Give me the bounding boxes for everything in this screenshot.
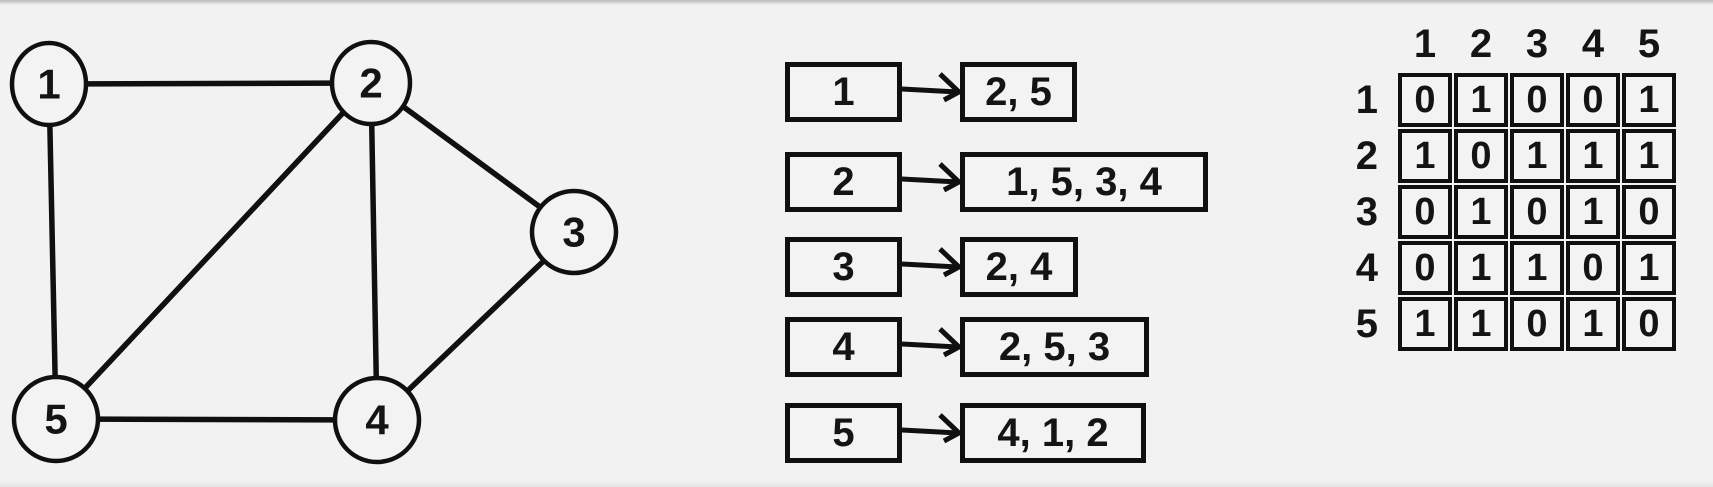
matrix-cell-3-3: 0 [1510, 185, 1564, 239]
matrix-cell-5-1: 1 [1398, 297, 1452, 351]
neighbors-box-2: 1, 5, 3, 4 [960, 152, 1208, 212]
matrix-col-header-3: 3 [1525, 21, 1549, 66]
node-box-4-text: 4 [832, 324, 855, 369]
node-1-label: 1 [37, 61, 60, 108]
matrix-col-header-4: 4 [1581, 21, 1605, 66]
matrix-cell-1-1: 0 [1398, 73, 1452, 127]
matrix-cell-5-2: 1 [1454, 297, 1508, 351]
neighbors-box-2-text: 1, 5, 3, 4 [1006, 159, 1162, 204]
edge-2-4 [368, 80, 380, 423]
arrow-icon [902, 162, 960, 193]
matrix-cell-2-5: 1 [1622, 129, 1676, 183]
matrix-grid: 0 1 0 0 1 1 0 1 1 1 0 1 0 1 0 0 1 1 0 1 … [1398, 73, 1676, 351]
node-box-5-text: 5 [832, 410, 855, 455]
arrow-icon [902, 72, 960, 103]
matrix-row-header-4: 4 [1355, 245, 1378, 290]
graph-node-1: 1 [9, 40, 89, 128]
node-4-label: 4 [365, 397, 389, 444]
adjacency-row-2: 2 1, 5, 3, 4 [785, 152, 1208, 212]
neighbors-box-1-text: 2, 5 [985, 69, 1052, 114]
matrix-cell-1-3: 0 [1510, 73, 1564, 127]
matrix-cell-2-4: 1 [1566, 129, 1620, 183]
matrix-row-header-2: 2 [1355, 133, 1378, 178]
neighbors-box-5: 4, 1, 2 [960, 403, 1146, 463]
node-box-3-text: 3 [832, 244, 855, 289]
matrix-cell-1-2: 1 [1454, 73, 1508, 127]
matrix-cell-2-1: 1 [1398, 129, 1452, 183]
matrix-cell-5-5: 0 [1622, 297, 1676, 351]
edge-3-4 [374, 229, 577, 423]
node-2-label: 2 [359, 60, 382, 107]
matrix-cell-1-4: 0 [1566, 73, 1620, 127]
edge-2-5 [53, 80, 374, 422]
matrix-cell-4-4: 0 [1566, 241, 1620, 295]
node-box-2-text: 2 [832, 159, 855, 204]
matrix-cell-5-4: 1 [1566, 297, 1620, 351]
matrix-row-header-5: 5 [1355, 301, 1378, 346]
node-box-3: 3 [785, 237, 902, 297]
matrix-cell-3-2: 1 [1454, 185, 1508, 239]
adjacency-row-4: 4 2, 5, 3 [785, 317, 1149, 377]
matrix-cell-4-5: 1 [1622, 241, 1676, 295]
neighbors-box-1: 2, 5 [960, 62, 1077, 122]
matrix-col-header-5: 5 [1637, 21, 1661, 66]
node-box-2: 2 [785, 152, 902, 212]
matrix-row-header-3: 3 [1355, 189, 1378, 234]
matrix-row-header-1: 1 [1355, 77, 1378, 122]
node-box-4: 4 [785, 317, 902, 377]
matrix-cell-1-5: 1 [1622, 73, 1676, 127]
arrow-icon [902, 327, 960, 358]
edge-1-2 [46, 80, 374, 87]
node-box-1-text: 1 [832, 69, 855, 114]
matrix-cell-4-1: 0 [1398, 241, 1452, 295]
node-3-label: 3 [562, 209, 585, 256]
graph-node-3: 3 [529, 188, 619, 276]
adjacency-row-3: 3 2, 4 [785, 237, 1078, 297]
neighbors-box-4: 2, 5, 3 [960, 317, 1149, 377]
matrix-cell-2-3: 1 [1510, 129, 1564, 183]
arrow-icon [902, 413, 960, 444]
matrix-cell-3-1: 0 [1398, 185, 1452, 239]
adjacency-row-1: 1 2, 5 [785, 62, 1077, 122]
node-box-5: 5 [785, 403, 902, 463]
matrix-cell-3-4: 1 [1566, 185, 1620, 239]
neighbors-box-3-text: 2, 4 [985, 244, 1053, 289]
graph-diagram: 1 2 3 4 5 [9, 39, 619, 465]
matrix-col-header-1: 1 [1413, 21, 1437, 66]
node-box-1: 1 [785, 62, 902, 122]
arrow-icon [902, 247, 960, 278]
edge-1-5 [46, 81, 59, 422]
edge-4-5 [53, 416, 380, 423]
adjacency-row-5: 5 4, 1, 2 [785, 403, 1146, 463]
graph-node-4: 4 [332, 375, 422, 465]
matrix-cell-4-3: 1 [1510, 241, 1564, 295]
matrix-cell-4-2: 1 [1454, 241, 1508, 295]
matrix-cell-3-5: 0 [1622, 185, 1676, 239]
scan-edge-bottom [0, 481, 1713, 487]
node-5-label: 5 [44, 396, 67, 443]
graph-node-5: 5 [11, 374, 101, 464]
matrix-cell-5-3: 0 [1510, 297, 1564, 351]
neighbors-box-5-text: 4, 1, 2 [997, 410, 1109, 455]
neighbors-box-3: 2, 4 [960, 237, 1078, 297]
scan-edge-top [0, 0, 1713, 5]
graph-node-2: 2 [329, 39, 413, 127]
matrix-cell-2-2: 0 [1454, 129, 1508, 183]
neighbors-box-4-text: 2, 5, 3 [998, 324, 1111, 369]
matrix-col-header-2: 2 [1469, 21, 1493, 66]
